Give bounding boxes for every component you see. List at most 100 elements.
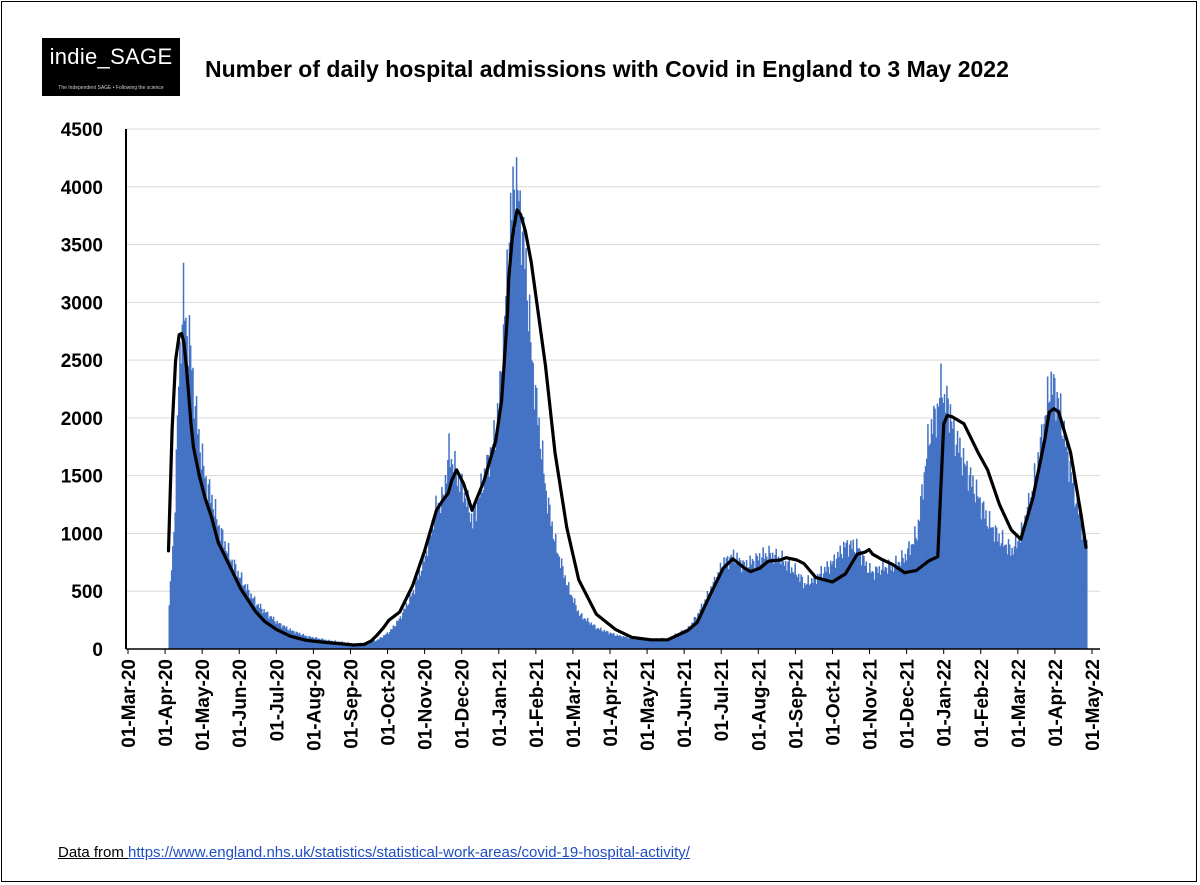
daily-admissions-bar [185, 317, 187, 649]
daily-admissions-bar [989, 527, 992, 649]
daily-admissions-bar [501, 390, 504, 649]
daily-admissions-bar [985, 510, 987, 649]
daily-admissions-bar [839, 545, 841, 649]
daily-admissions-bar [581, 613, 583, 649]
daily-admissions-bar [629, 637, 632, 649]
daily-admissions-bar [742, 560, 744, 649]
daily-admissions-bar [187, 365, 190, 649]
daily-admissions-bar [745, 560, 748, 649]
daily-admissions-bar [319, 638, 321, 649]
daily-admissions-bar [1046, 376, 1049, 649]
daily-admissions-bar [844, 547, 846, 649]
daily-admissions-bar [678, 632, 680, 649]
daily-admissions-bar [653, 640, 655, 649]
daily-admissions-bar [579, 614, 582, 649]
daily-admissions-bar [1027, 492, 1030, 649]
daily-admissions-bar [1070, 472, 1073, 649]
daily-admissions-bar [313, 638, 315, 649]
daily-admissions-bar [434, 517, 436, 649]
daily-admissions-bar [174, 512, 176, 649]
daily-admissions-bar [242, 585, 244, 649]
daily-admissions-bar [202, 465, 205, 649]
daily-admissions-bar [723, 557, 725, 649]
daily-admissions-bar [955, 444, 958, 649]
daily-admissions-bar [411, 592, 414, 649]
daily-admissions-bar [208, 479, 211, 649]
x-tick-label: 01-Oct-21 [823, 659, 844, 746]
daily-admissions-bar [450, 459, 453, 649]
daily-admissions-bar [882, 559, 884, 649]
daily-admissions-bar [647, 639, 649, 649]
daily-admissions-bar [743, 561, 745, 649]
daily-admissions-bar [703, 603, 705, 649]
daily-admissions-bar [438, 502, 441, 649]
daily-admissions-bar [888, 559, 890, 649]
daily-admissions-bar [776, 562, 779, 649]
daily-admissions-bar [668, 637, 671, 649]
daily-admissions-bar [628, 638, 630, 649]
daily-admissions-bar [724, 563, 726, 649]
daily-admissions-bar [447, 459, 449, 649]
daily-admissions-bar [183, 320, 186, 649]
daily-admissions-bar [812, 582, 814, 649]
daily-admissions-bar [272, 616, 275, 649]
x-tick-label: 01-Aug-20 [304, 659, 325, 751]
daily-admissions-bar [947, 398, 949, 649]
daily-admissions-bar [1084, 541, 1087, 649]
daily-admissions-bar [784, 560, 787, 649]
daily-admissions-bar [981, 502, 984, 649]
daily-admissions-bar [884, 566, 887, 649]
daily-admissions-bar [698, 613, 700, 649]
daily-admissions-bar [736, 552, 738, 649]
daily-admissions-bar [842, 541, 845, 649]
daily-admissions-bar [633, 638, 635, 649]
daily-admissions-bar [220, 528, 223, 649]
daily-admissions-bar [1013, 546, 1016, 649]
daily-admissions-bar [469, 522, 472, 649]
logo-text: indie_SAGE [49, 44, 173, 69]
daily-admissions-bar [230, 561, 232, 649]
daily-admissions-bar [407, 604, 410, 649]
daily-admissions-bar [217, 526, 219, 649]
daily-admissions-bar [794, 563, 796, 649]
daily-admissions-bar [1030, 497, 1032, 649]
daily-admissions-bar [476, 501, 479, 649]
daily-admissions-bar [218, 525, 220, 649]
daily-admissions-bar [609, 632, 612, 649]
daily-admissions-bar [207, 484, 210, 649]
daily-admissions-bar [954, 456, 956, 649]
daily-admissions-bar [547, 497, 550, 649]
daily-admissions-bar [1033, 463, 1036, 649]
daily-admissions-bar [986, 526, 988, 649]
daily-admissions-bar [592, 624, 595, 649]
source-link[interactable]: https://www.england.nhs.uk/statistics/st… [128, 844, 690, 861]
daily-admissions-bar [263, 609, 265, 649]
daily-admissions-bar [658, 638, 660, 649]
daily-admissions-bar [303, 635, 306, 649]
daily-admissions-bar [764, 553, 767, 649]
daily-admissions-bar [324, 639, 327, 649]
daily-admissions-bar [729, 557, 731, 649]
daily-admissions-bar [403, 608, 405, 649]
daily-admissions-bar [320, 639, 322, 649]
daily-admissions-bar [925, 458, 928, 649]
daily-admissions-bar [381, 637, 384, 649]
daily-admissions-bar [196, 434, 199, 649]
daily-admissions-bar [485, 478, 487, 649]
daily-admissions-bar [507, 290, 510, 649]
daily-admissions-bar [710, 586, 712, 649]
daily-admissions-bar [590, 622, 593, 649]
daily-admissions-bar [942, 402, 945, 649]
daily-admissions-bar [897, 561, 900, 649]
daily-admissions-bar [274, 621, 276, 649]
daily-admissions-bar [814, 575, 817, 649]
daily-admissions-bar [1024, 515, 1026, 649]
daily-admissions-bar [997, 541, 999, 649]
daily-admissions-bar [816, 574, 819, 649]
daily-admissions-bar [221, 529, 224, 649]
daily-admissions-bar [1055, 420, 1057, 649]
daily-admissions-bar [626, 636, 628, 649]
daily-admissions-bar [825, 571, 827, 649]
daily-admissions-bar [987, 528, 990, 649]
daily-admissions-bar [775, 548, 777, 649]
